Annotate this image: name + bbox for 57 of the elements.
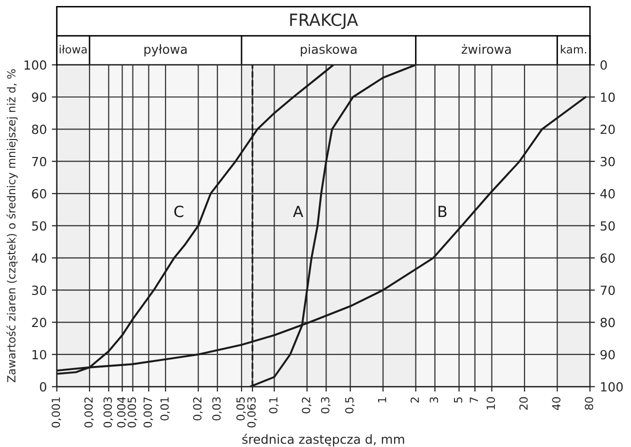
y-tick-label: 20 bbox=[32, 318, 46, 328]
x-tick-label: 0,5 bbox=[345, 397, 355, 414]
x-tick-label: 40 bbox=[552, 397, 560, 410]
x-tick-label: 0,005 bbox=[128, 397, 138, 428]
x-tick-label: 0,007 bbox=[144, 397, 154, 428]
y-axis-title: Zawartość ziaren (cząstek) o średnicy mniejszej niż d, % bbox=[6, 69, 18, 382]
x-tick-label: 80 bbox=[584, 397, 594, 410]
y2-tick-label: 20 bbox=[600, 124, 615, 134]
x-tick-label: 0,001 bbox=[52, 397, 62, 428]
y-tick-label: 60 bbox=[32, 189, 46, 198]
series-label: A bbox=[293, 206, 304, 217]
x-tick-label: 0,03 bbox=[212, 397, 222, 420]
x-tick-label: 0,063 bbox=[247, 397, 257, 428]
x-tick-label: 1 bbox=[378, 397, 386, 402]
band-label: piaskowa bbox=[300, 44, 356, 56]
band-label: iłowa bbox=[60, 44, 87, 54]
x-tick-label: 20 bbox=[519, 397, 528, 410]
y-tick-label: 50 bbox=[32, 221, 46, 231]
x-tick-label: 0,002 bbox=[84, 397, 94, 428]
x-tick-label: 0,05 bbox=[236, 397, 246, 420]
x-tick-label: 0,004 bbox=[117, 397, 127, 428]
x-tick-label: 0,2 bbox=[302, 397, 312, 414]
x-tick-label: 0,01 bbox=[160, 397, 170, 420]
x-tick-label: 10 bbox=[486, 397, 495, 410]
y-tick-label: 70 bbox=[32, 156, 46, 166]
y2-tick-label: 100 bbox=[601, 382, 623, 392]
x-tick-label: 2 bbox=[410, 397, 419, 403]
y2-tick-label: 50 bbox=[600, 221, 615, 231]
x-tick-label: 0,1 bbox=[269, 397, 279, 414]
y-tick-label: 30 bbox=[32, 286, 46, 296]
y2-tick-label: 80 bbox=[600, 318, 615, 328]
band-label: kam. bbox=[560, 44, 586, 54]
y2-tick-label: 10 bbox=[601, 92, 615, 102]
y2-tick-label: 0 bbox=[600, 60, 607, 70]
x-tick-label: 0,003 bbox=[103, 397, 114, 428]
x-tick-label: 0,3 bbox=[320, 397, 331, 414]
y-tick-label: 100 bbox=[24, 60, 46, 70]
series-label: B bbox=[438, 206, 447, 217]
y-tick-label: 80 bbox=[32, 124, 46, 134]
y2-tick-label: 60 bbox=[600, 253, 615, 263]
x-tick-label: 3 bbox=[430, 397, 438, 403]
band-label: żwirowa bbox=[462, 44, 511, 54]
series-label: C bbox=[174, 206, 184, 218]
y-tick-label: 40 bbox=[32, 253, 46, 263]
y-tick-label: 10 bbox=[32, 350, 46, 360]
x-axis-title: średnica zastępcza d, mm bbox=[242, 434, 404, 446]
x-tick-label: 5 bbox=[454, 397, 462, 403]
chart-title: FRAKCJA bbox=[290, 13, 358, 30]
y-tick-label: 90 bbox=[32, 92, 46, 102]
y2-tick-label: 30 bbox=[600, 156, 615, 166]
y-tick-label: 0 bbox=[40, 382, 46, 392]
band-label: pyłowa bbox=[144, 44, 187, 56]
y2-tick-label: 90 bbox=[600, 350, 615, 360]
y2-tick-label: 70 bbox=[600, 286, 615, 296]
x-tick-label: 7 bbox=[470, 397, 478, 403]
x-tick-label: 0,02 bbox=[193, 397, 203, 420]
y2-tick-label: 40 bbox=[600, 189, 615, 198]
